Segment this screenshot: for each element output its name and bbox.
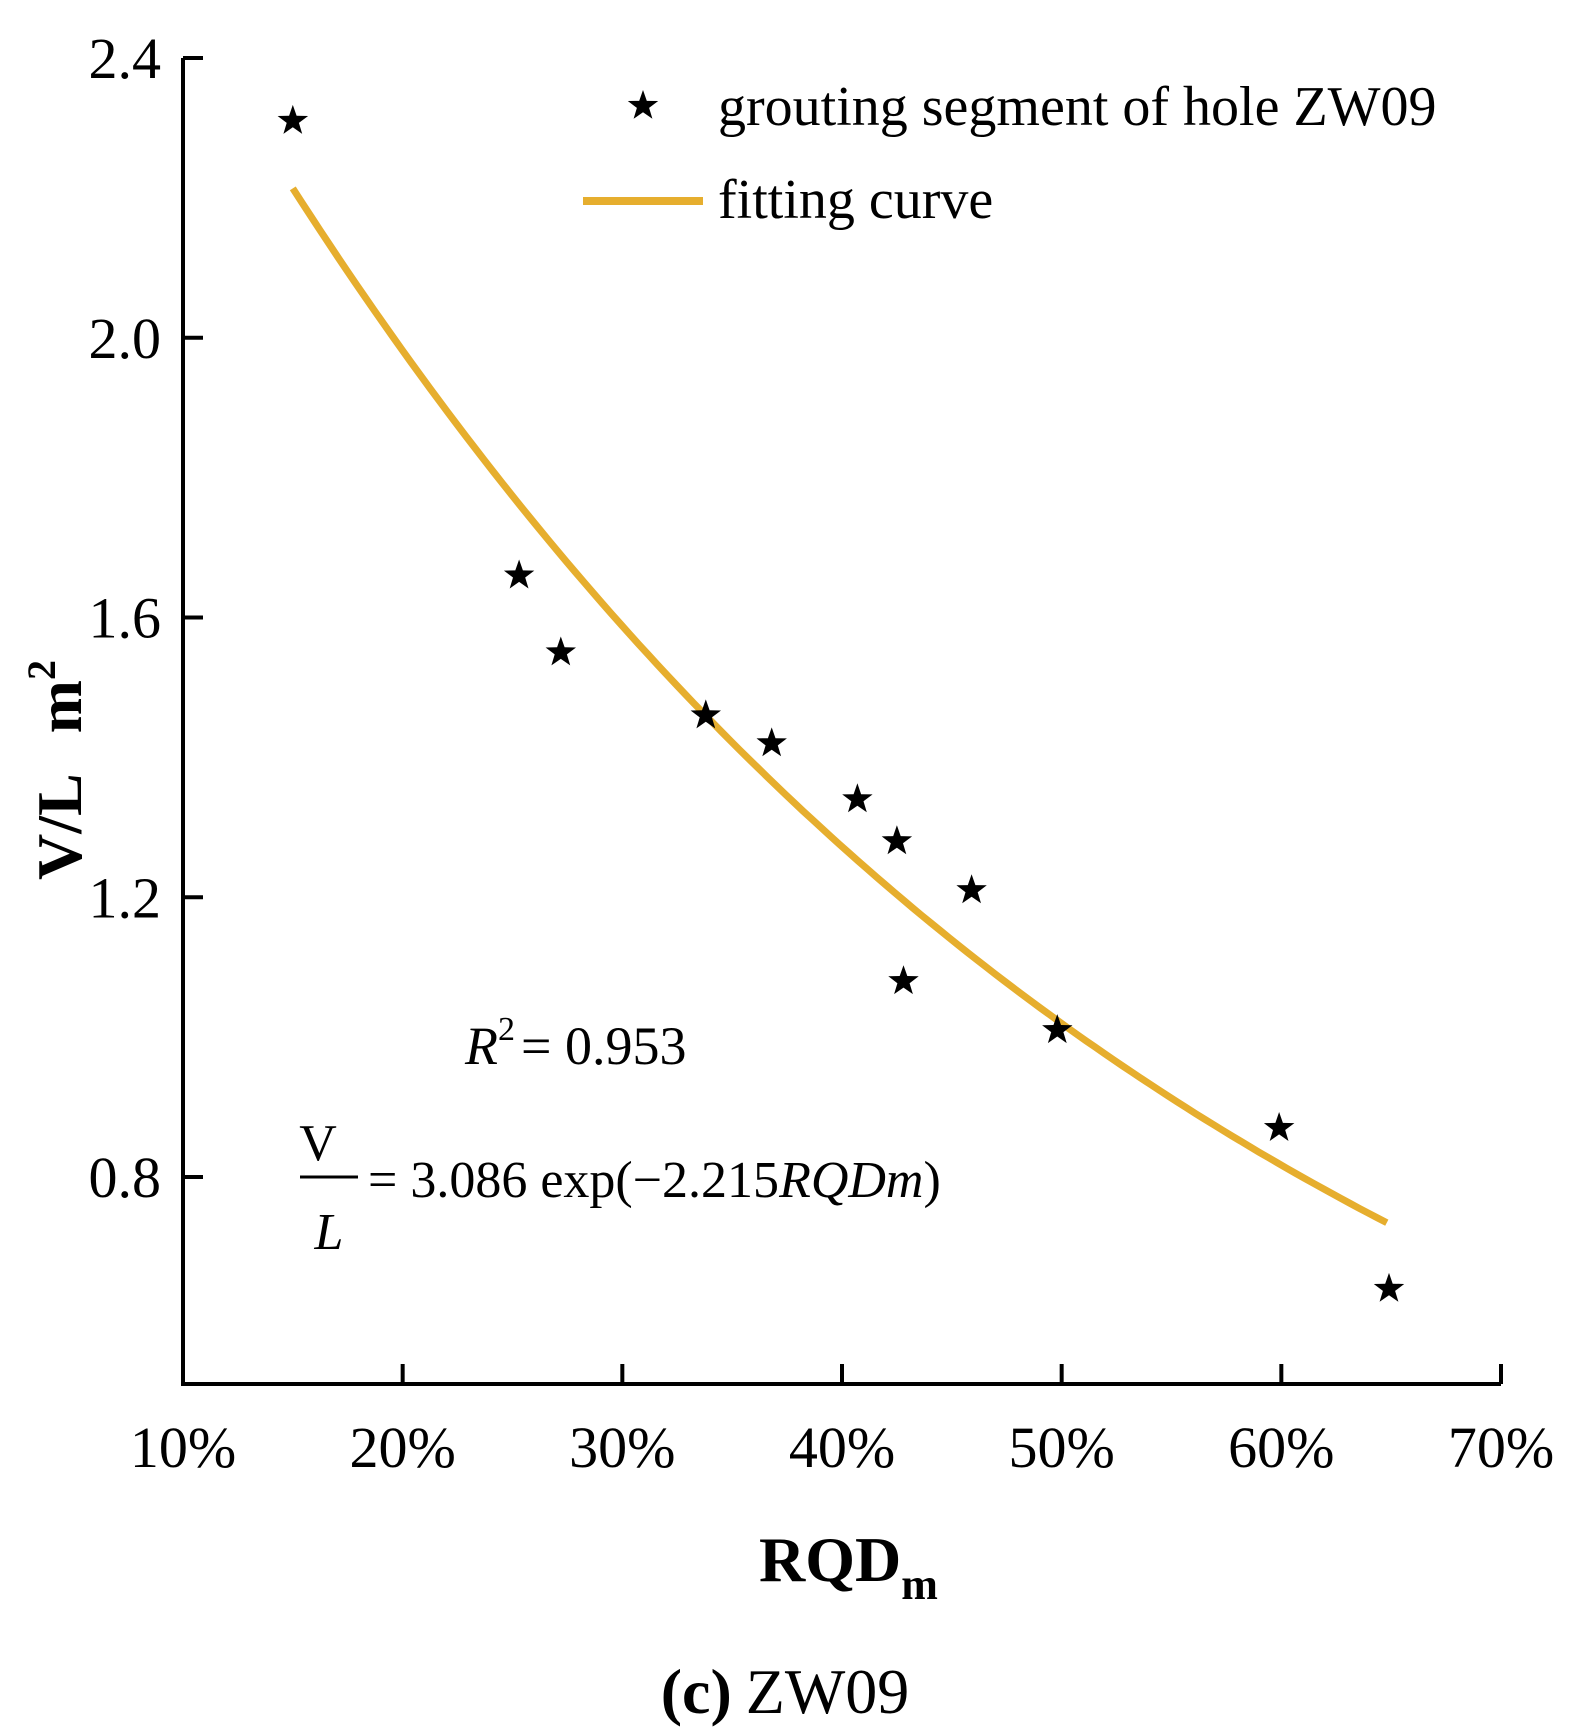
x-axis-label: RQDm [759, 1524, 938, 1609]
figure-caption: (c) ZW09 [661, 1656, 910, 1727]
y-axis-label-main: V/L [24, 773, 95, 880]
r2-superscript: 2 [498, 1011, 515, 1048]
r-squared-annotation: R2 = 0.953 [464, 1011, 686, 1076]
equation-rhs-b: RQDm [778, 1152, 923, 1209]
data-point-star [1373, 1272, 1405, 1302]
x-tick-label: 70% [1448, 1415, 1554, 1480]
y-axis-label-unit: m [24, 680, 95, 733]
y-axis-label: V/L m2 [19, 660, 95, 880]
x-tick-label: 40% [789, 1415, 895, 1480]
fitting-curve [289, 186, 1389, 1226]
y-tick-label: 2.4 [89, 26, 162, 91]
data-point-star [888, 965, 919, 995]
y-tick-label: 1.2 [89, 865, 162, 930]
data-point-star [690, 699, 721, 729]
legend-label-curve: fitting curve [718, 169, 993, 231]
data-points [277, 104, 1405, 1302]
data-point-star [277, 104, 309, 134]
r2-symbol: R [464, 1016, 498, 1076]
r2-value: = 0.953 [521, 1016, 686, 1076]
equation-numerator: V [299, 1115, 337, 1172]
x-tick-label: 20% [350, 1415, 456, 1480]
data-point-star [1042, 1014, 1073, 1044]
data-point-star [956, 874, 987, 904]
equation-rhs: = 3.086 exp(−2.215RQDm) [368, 1152, 941, 1209]
legend: grouting segment of hole ZW09 fitting cu… [583, 76, 1437, 231]
y-tick-label: 1.6 [89, 586, 162, 651]
x-axis-label-sub: m [901, 1560, 938, 1609]
x-tick-label: 50% [1009, 1415, 1115, 1480]
caption-text: ZW09 [746, 1656, 910, 1727]
x-tick-label: 60% [1228, 1415, 1334, 1480]
x-tick-label: 30% [569, 1415, 675, 1480]
data-point-star [881, 825, 913, 855]
y-tick-label: 0.8 [89, 1145, 162, 1210]
y-ticks: 0.8 1.2 1.6 2.0 2.4 [89, 26, 203, 1210]
fit-equation: V L = 3.086 exp(−2.215RQDm) [299, 1115, 941, 1261]
legend-star-icon [627, 90, 659, 119]
equation-rhs-c: ) [923, 1152, 940, 1209]
y-axis-label-unit-sup: 2 [19, 660, 64, 680]
x-tick-label: 10% [130, 1415, 236, 1480]
y-tick-label: 2.0 [89, 306, 162, 371]
data-point-star [503, 559, 535, 589]
data-point-star [1263, 1112, 1295, 1141]
x-axis-label-main: RQD [759, 1524, 901, 1595]
data-point-star [842, 783, 873, 813]
data-point-star [545, 636, 576, 666]
equation-denominator: L [314, 1204, 344, 1261]
caption-letter: (c) [661, 1656, 732, 1727]
data-point-star [756, 727, 787, 757]
equation-rhs-a: = 3.086 exp(−2.215 [368, 1152, 779, 1209]
x-ticks: 10% 20% 30% 40% 50% 60% 70% [130, 1364, 1554, 1480]
legend-label-points: grouting segment of hole ZW09 [718, 76, 1437, 138]
